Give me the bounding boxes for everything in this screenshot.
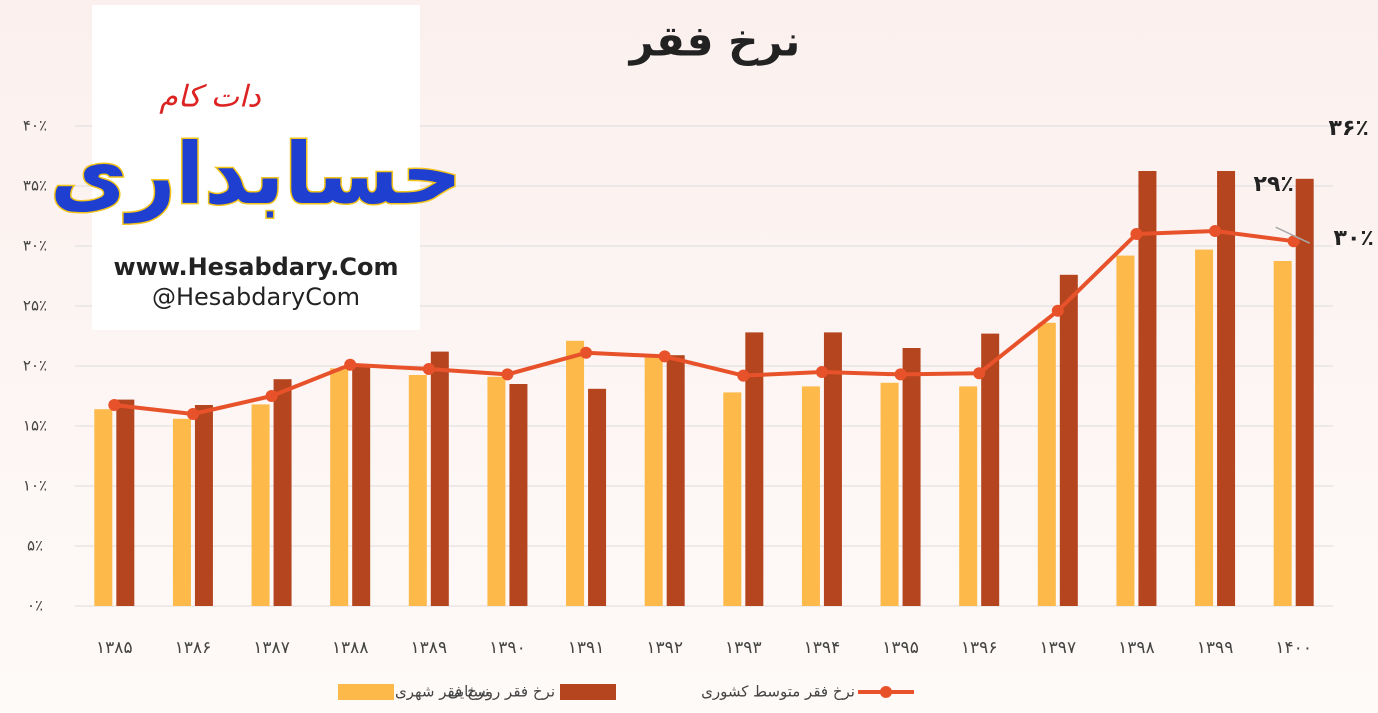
line-marker	[1130, 228, 1143, 240]
line-marker	[1287, 235, 1300, 248]
bar	[801, 386, 820, 606]
bar	[1295, 178, 1314, 607]
legend-swatch	[338, 684, 394, 700]
leader-line	[1275, 226, 1311, 244]
bar	[94, 409, 113, 606]
bar	[1116, 255, 1135, 606]
bar	[1273, 261, 1292, 606]
x-tick-label: ۱۳۸۵	[96, 638, 133, 658]
bar	[959, 386, 978, 606]
logo-box	[92, 5, 420, 330]
bar	[1195, 249, 1214, 606]
y-tick-label: ۱۰٪	[23, 477, 47, 495]
legend-label: نرخ فقر متوسط کشوری	[701, 683, 855, 701]
y-tick-label: ۳۵٪	[23, 177, 47, 195]
y-tick-label: ۴۰٪	[23, 117, 47, 135]
x-tick-label: ۱۳۹۱	[568, 638, 605, 658]
legend-label: نرخ فقر شهری	[395, 683, 489, 701]
legend-swatch	[560, 684, 616, 700]
data-label: ۳۰٪	[1334, 226, 1374, 251]
line-marker	[186, 408, 199, 420]
data-label: ۲۹٪	[1254, 172, 1294, 197]
legend-label: نرخ فقر روستایی	[447, 683, 555, 701]
x-tick-label: ۱۳۸۶	[175, 638, 212, 658]
bar	[1138, 171, 1157, 606]
x-tick-label: ۱۳۸۸	[332, 638, 369, 658]
bar	[1037, 322, 1056, 606]
bar	[644, 357, 663, 606]
line-marker	[973, 367, 986, 380]
x-tick-label: ۱۳۹۶	[961, 638, 998, 658]
x-tick-label: ۱۳۹۴	[804, 638, 841, 658]
line-marker	[737, 369, 750, 382]
x-tick-label: ۱۳۹۹	[1197, 638, 1234, 658]
y-tick-label: ۵٪	[27, 537, 43, 555]
bar	[172, 418, 191, 606]
line-marker	[1051, 304, 1064, 317]
line-marker	[658, 350, 671, 363]
bar	[194, 405, 213, 606]
x-tick-label: ۱۴۰۰	[1275, 638, 1312, 658]
y-tick-label: ۲۰٪	[23, 357, 47, 375]
bar	[1217, 171, 1236, 606]
y-tick-label: ۳۰٪	[23, 237, 47, 255]
bar	[509, 384, 528, 606]
bar	[408, 375, 427, 606]
bar	[723, 392, 742, 606]
line-marker	[344, 358, 357, 371]
x-tick-label: ۱۳۹۵	[882, 638, 919, 658]
y-tick-label: ۲۵٪	[23, 297, 47, 315]
y-tick-label: ۰٪	[27, 597, 43, 615]
line	[114, 229, 1294, 416]
line-marker	[108, 399, 121, 411]
bar	[902, 348, 921, 606]
bar	[588, 388, 607, 606]
line-marker	[580, 346, 593, 359]
line-marker	[265, 390, 278, 402]
bar	[330, 368, 349, 606]
x-tick-label: ۱۳۹۲	[646, 638, 683, 658]
bar	[745, 332, 764, 606]
bar	[880, 382, 899, 606]
y-tick-label: ۱۵٪	[23, 417, 47, 435]
bar	[487, 376, 506, 606]
logo: دات کام حسابداری www.Hesabdary.Com @Hesa…	[49, 5, 463, 330]
logo-tagline: دات کام	[159, 80, 261, 115]
line-marker	[815, 366, 828, 378]
legend-swatch-marker	[880, 686, 892, 698]
line-marker	[894, 368, 907, 381]
bar	[430, 351, 449, 606]
chart-title: نرخ فقر	[628, 17, 801, 67]
bar	[251, 404, 270, 606]
x-tick-label: ۱۳۹۸	[1118, 638, 1155, 658]
bar	[666, 355, 685, 606]
x-tick-label: ۱۳۹۳	[725, 638, 762, 658]
bar	[352, 366, 371, 606]
logo-handle: @HesabdaryCom	[152, 283, 360, 311]
bar	[1059, 274, 1078, 606]
x-tick-label: ۱۳۹۰	[489, 638, 526, 658]
bar	[116, 399, 135, 606]
x-tick-label: ۱۳۸۷	[253, 638, 290, 658]
line-marker	[422, 363, 435, 375]
x-tick-label: ۱۳۸۹	[411, 638, 448, 658]
data-label: ۳۶٪	[1329, 116, 1369, 141]
bar	[823, 332, 842, 606]
bar	[566, 340, 585, 606]
line-marker	[1209, 225, 1222, 237]
logo-name: حسابداری	[50, 125, 462, 224]
bar	[273, 379, 292, 606]
bar	[981, 333, 1000, 606]
line-marker	[501, 368, 514, 381]
x-tick-label: ۱۳۹۷	[1040, 638, 1077, 658]
logo-site: www.Hesabdary.Com	[114, 253, 399, 281]
